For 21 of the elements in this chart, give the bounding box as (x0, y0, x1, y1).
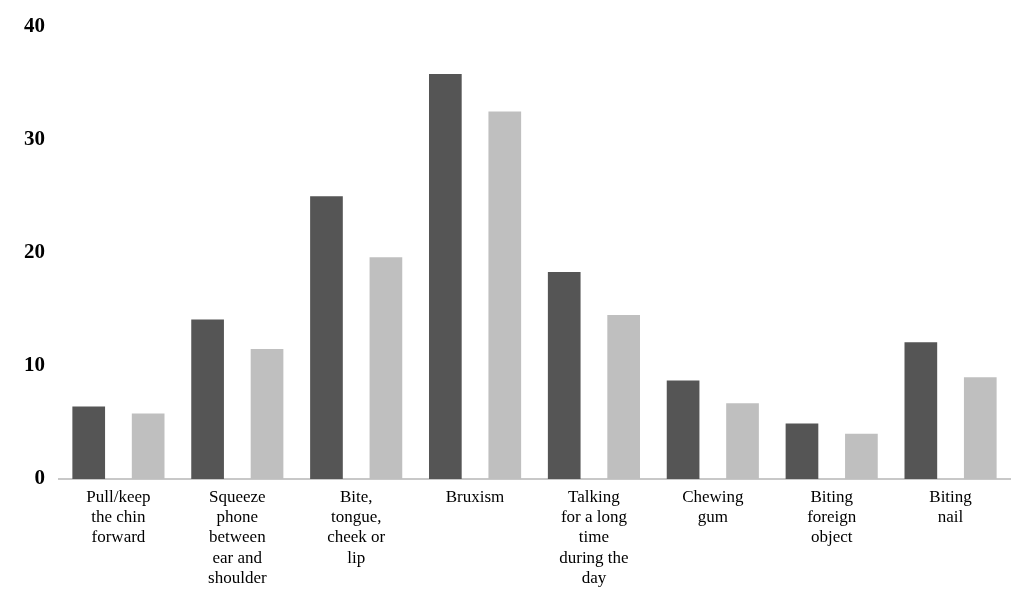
x-tick-label: Pull/keep the chin forward (86, 486, 151, 547)
bar (904, 342, 938, 479)
x-tick-label: Squeeze phone between ear and shoulder (208, 486, 267, 588)
bar (72, 406, 106, 479)
y-tick-label: 30 (24, 126, 45, 151)
x-tick-label: Bite, tongue, cheek or lip (327, 486, 386, 567)
bar (310, 196, 343, 479)
y-tick-label: 40 (24, 13, 45, 38)
y-tick-label: 20 (24, 239, 45, 264)
x-tick-label: Chewing gum (682, 486, 744, 527)
y-tick-label: 10 (24, 352, 45, 377)
bar (429, 74, 462, 479)
y-tick-label: 0 (34, 465, 45, 490)
x-tick-label: Biting nail (929, 486, 973, 527)
x-tick-label: Bruxism (445, 486, 505, 506)
bar (547, 272, 581, 479)
bar (785, 423, 819, 479)
bar (191, 319, 224, 479)
x-tick-label: Biting foreign object (807, 486, 857, 547)
bar (666, 380, 700, 479)
x-tick-label: Talking for a long time during the day (559, 486, 629, 588)
